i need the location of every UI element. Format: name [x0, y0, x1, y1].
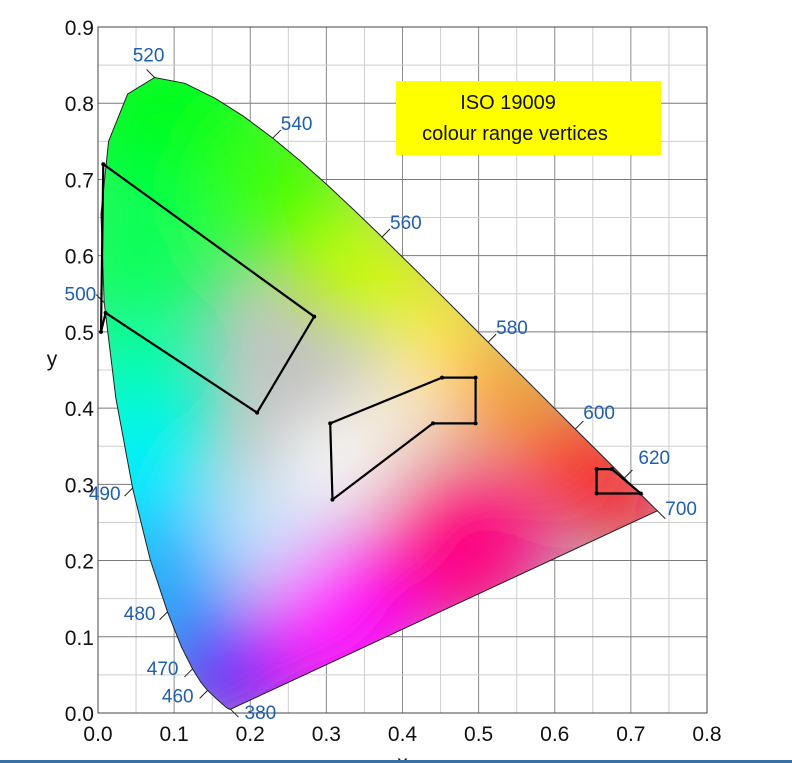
- x-tick-label: 0.5: [464, 723, 493, 746]
- y-tick-label: 0.2: [65, 551, 94, 574]
- wavelength-label: 540: [281, 114, 313, 135]
- plot-frame: [97, 26, 708, 714]
- x-tick-labels: 0.0 0.1 0.2 0.3 0.4 0.5 0.6 0.7 0.8: [83, 723, 721, 746]
- colour-range-vertex: [594, 467, 599, 472]
- wavelength-label: 560: [390, 213, 422, 234]
- y-tick-labels: 0.0 0.1 0.2 0.3 0.4 0.5 0.6 0.7 0.8 0.9: [65, 17, 95, 726]
- annotation-background: [396, 81, 661, 155]
- y-tick-label: 0.9: [65, 17, 94, 40]
- wavelength-tick: [574, 420, 584, 430]
- y-tick-label: 0.8: [65, 93, 94, 116]
- wavelength-tick: [381, 228, 391, 238]
- colour-range-vertex: [473, 375, 478, 380]
- y-tick-label: 0.7: [65, 169, 94, 192]
- colour-range-vertex: [101, 162, 106, 167]
- wavelength-tick: [199, 690, 208, 699]
- x-axis-label: x: [397, 752, 408, 763]
- wavelength-tick: [95, 294, 105, 303]
- colour-range-regions: [99, 162, 644, 502]
- colour-range-vertex: [255, 410, 260, 415]
- wavelength-label: 600: [583, 403, 615, 424]
- wavelength-label: 580: [496, 318, 528, 339]
- bottom-border: [0, 760, 792, 763]
- x-tick-label: 0.1: [160, 723, 189, 746]
- wavelength-tick: [272, 129, 282, 139]
- x-tick-label: 0.8: [692, 723, 721, 746]
- spectral-locus: [100, 76, 659, 710]
- colour-range-vertex: [312, 314, 317, 319]
- x-tick-label: 0.4: [388, 723, 418, 746]
- annotation-line-2: colour range vertices: [422, 123, 608, 145]
- x-tick-label: 0.6: [540, 723, 569, 746]
- wavelength-label: 460: [162, 686, 194, 707]
- wavelength-label: 480: [124, 604, 156, 625]
- x-tick-label: 0.0: [83, 723, 112, 746]
- colour-range-vertex: [430, 421, 435, 426]
- colour-range-vertex: [638, 491, 643, 496]
- y-tick-label: 0.4: [65, 398, 95, 421]
- wavelength-tick: [146, 69, 155, 78]
- colour-range-vertex: [328, 421, 333, 426]
- wavelength-label: 500: [65, 285, 97, 306]
- colour-range-region: [99, 162, 316, 415]
- annotation-line-1: ISO 19009: [460, 92, 556, 114]
- wavelength-label: 490: [89, 484, 121, 505]
- colour-range-vertex: [594, 491, 599, 496]
- wavelength-tick: [487, 333, 497, 343]
- annotation-box: ISO 19009 colour range vertices: [396, 81, 661, 155]
- x-tick-label: 0.7: [616, 723, 645, 746]
- colour-range-vertex: [99, 329, 104, 334]
- wavelength-label: 380: [245, 703, 277, 724]
- wavelength-label: 470: [147, 659, 179, 680]
- x-tick-label: 0.3: [312, 723, 341, 746]
- colour-range-vertex: [609, 467, 614, 472]
- wavelength-tick: [159, 611, 168, 621]
- wavelength-label: 700: [665, 499, 697, 520]
- wavelength-label: 620: [638, 448, 670, 469]
- wavelength-tick: [124, 487, 133, 497]
- wavelength-tick: [656, 510, 666, 520]
- wavelength-labels: 520 540 560 580 600 620 700 500 490 480 470 460 380: [65, 45, 697, 724]
- wavelength-tick: [624, 469, 633, 479]
- colour-range-vertex: [330, 497, 335, 502]
- wavelength-tick: [184, 668, 193, 678]
- y-tick-label: 0.3: [65, 474, 94, 497]
- colour-range-vertex: [440, 375, 445, 380]
- wavelength-label: 520: [133, 45, 165, 66]
- y-tick-label: 0.5: [65, 322, 94, 345]
- y-tick-label: 0.0: [65, 703, 94, 726]
- wavelength-tick: [230, 708, 239, 718]
- y-tick-label: 0.1: [65, 627, 94, 650]
- colour-range-vertex: [473, 421, 478, 426]
- y-tick-label: 0.6: [65, 246, 94, 269]
- colour-range-vertex: [103, 310, 108, 315]
- wavelength-ticks: [95, 69, 666, 718]
- x-tick-label: 0.2: [236, 723, 265, 746]
- y-axis-label: y: [47, 348, 58, 371]
